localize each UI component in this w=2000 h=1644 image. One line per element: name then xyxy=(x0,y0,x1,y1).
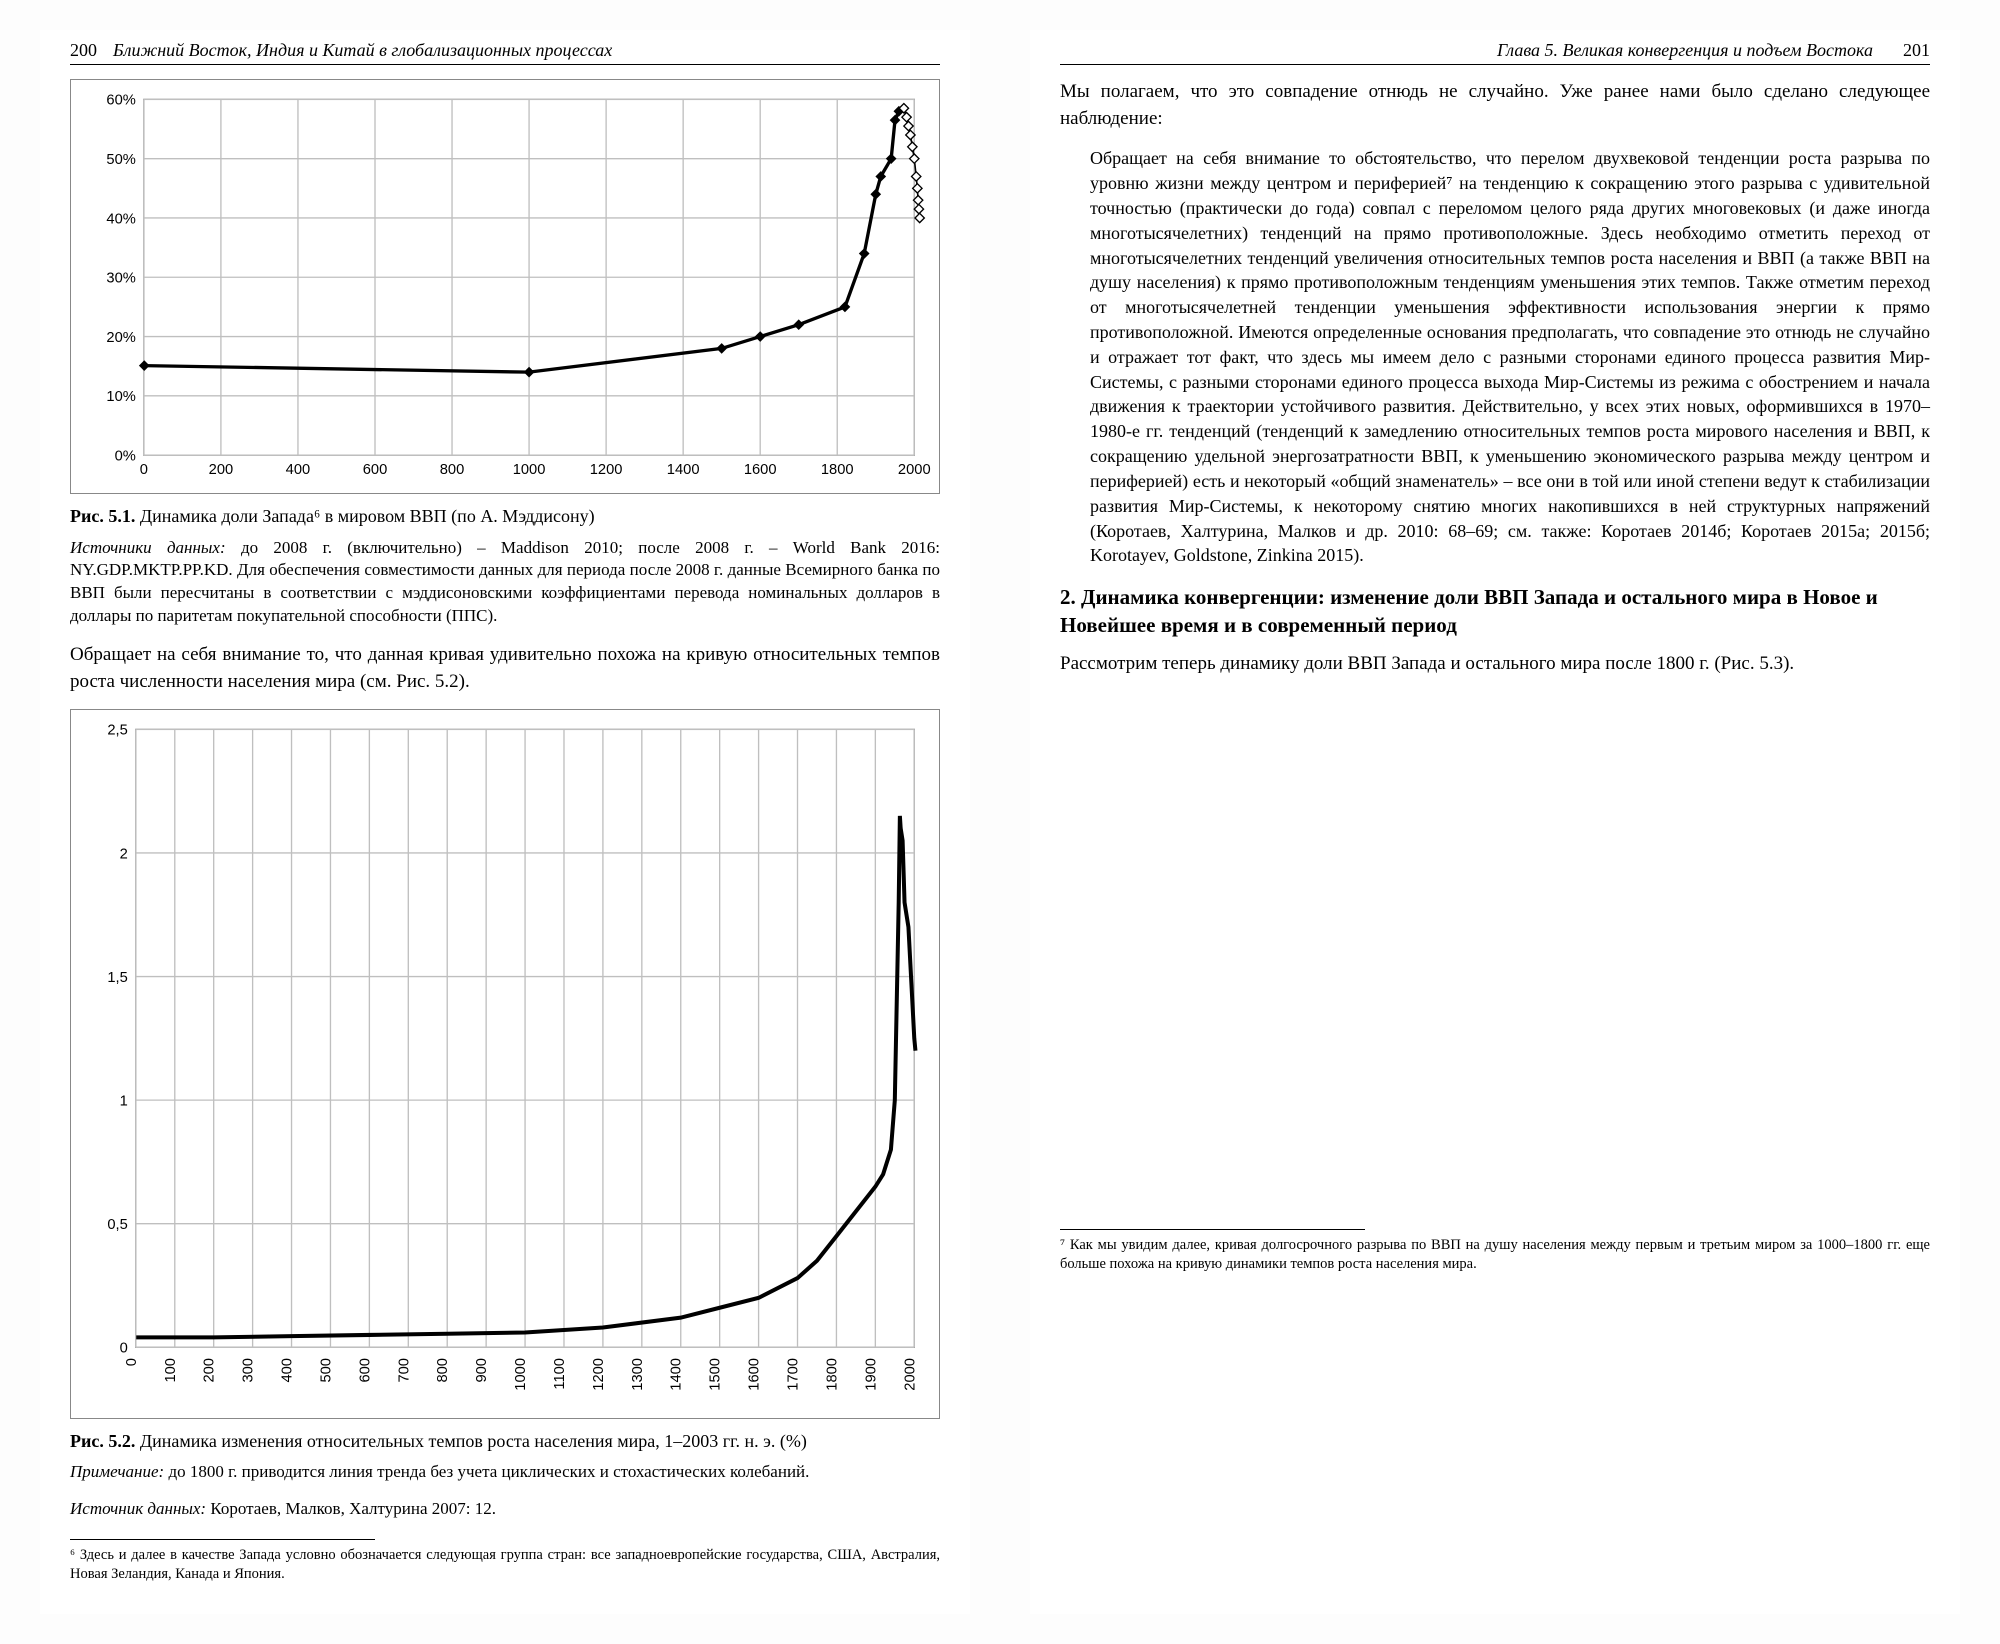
svg-text:2000: 2000 xyxy=(898,462,931,478)
svg-text:50%: 50% xyxy=(106,152,135,168)
svg-text:800: 800 xyxy=(435,1358,451,1383)
svg-text:400: 400 xyxy=(286,462,311,478)
svg-text:1600: 1600 xyxy=(744,462,777,478)
svg-text:200: 200 xyxy=(202,1358,218,1383)
figure-5-1-caption: Рис. 5.1. Динамика доли Запада⁶ в мирово… xyxy=(70,504,940,528)
svg-text:20%: 20% xyxy=(106,330,135,346)
running-head-left: 200 Ближний Восток, Индия и Китай в глоб… xyxy=(70,40,940,65)
svg-text:1400: 1400 xyxy=(667,462,700,478)
right-para-2: Рассмотрим теперь динамику доли ВВП Запа… xyxy=(1060,651,1930,678)
svg-text:400: 400 xyxy=(280,1358,296,1383)
footnote-7: ⁷ Как мы увидим далее, кривая долгосрочн… xyxy=(1060,1236,1930,1274)
svg-text:0,5: 0,5 xyxy=(107,1218,127,1234)
page-number-left: 200 xyxy=(70,40,97,61)
footnote-6: ⁶ Здесь и далее в качестве Запада условн… xyxy=(70,1546,940,1584)
svg-text:1800: 1800 xyxy=(821,462,854,478)
svg-text:300: 300 xyxy=(241,1358,257,1383)
figure-5-2-chart: 0 0,5 1 1,5 2 2,5 0 100 200 300 400 500 600 700 800 900… xyxy=(70,709,940,1419)
svg-text:60%: 60% xyxy=(106,93,135,109)
svg-text:2,5: 2,5 xyxy=(107,723,127,739)
svg-text:0: 0 xyxy=(120,1341,128,1357)
footnote-rule-left xyxy=(70,1539,375,1540)
svg-text:800: 800 xyxy=(440,462,465,478)
svg-text:100: 100 xyxy=(163,1358,179,1383)
running-head-title-right: Глава 5. Великая конвергенция и подъем В… xyxy=(1497,40,1873,61)
right-para-1: Мы полагаем, что это совпадение отнюдь н… xyxy=(1060,79,1930,132)
page-left: 200 Ближний Восток, Индия и Китай в глоб… xyxy=(40,30,970,1614)
svg-text:2000: 2000 xyxy=(902,1358,918,1391)
svg-text:2: 2 xyxy=(120,847,128,863)
running-head-right: Глава 5. Великая конвергенция и подъем В… xyxy=(1060,40,1930,65)
svg-text:1,5: 1,5 xyxy=(107,970,127,986)
left-para-1: Обращает на себя внимание то, что данная… xyxy=(70,642,940,695)
svg-text:1000: 1000 xyxy=(513,1358,529,1391)
block-quote: Обращает на себя внимание то обстоятельс… xyxy=(1090,146,1930,568)
fig52-label: Рис. 5.2. xyxy=(70,1431,135,1451)
svg-text:10%: 10% xyxy=(106,389,135,405)
footnote-rule-right xyxy=(1060,1229,1365,1230)
svg-text:30%: 30% xyxy=(106,271,135,287)
page-number-right: 201 xyxy=(1903,40,1930,61)
svg-text:1100: 1100 xyxy=(552,1358,568,1390)
svg-text:1200: 1200 xyxy=(590,462,623,478)
svg-text:200: 200 xyxy=(209,462,234,478)
svg-text:1600: 1600 xyxy=(747,1358,763,1391)
figure-5-2-caption: Рис. 5.2. Динамика изменения относительн… xyxy=(70,1429,940,1453)
spacer xyxy=(1060,691,1930,1211)
svg-text:1500: 1500 xyxy=(708,1358,724,1391)
figure-5-1-source: Источники данных: до 2008 г. (включитель… xyxy=(70,537,940,629)
fig51-title: Динамика доли Запада⁶ в мировом ВВП (по … xyxy=(140,506,595,526)
fig51-source-label: Источники данных: xyxy=(70,538,226,557)
svg-text:1400: 1400 xyxy=(669,1358,685,1391)
figure-5-1-chart: 0% 10% 20% 30% 40% 50% 60% 0 200 400 600 800 1000 120… xyxy=(70,79,940,494)
svg-text:600: 600 xyxy=(363,462,388,478)
svg-text:1000: 1000 xyxy=(513,462,546,478)
svg-text:1300: 1300 xyxy=(630,1358,646,1391)
svg-text:0%: 0% xyxy=(115,449,136,465)
svg-text:1: 1 xyxy=(120,1094,128,1110)
svg-text:700: 700 xyxy=(396,1358,412,1383)
running-head-title-left: Ближний Восток, Индия и Китай в глобализ… xyxy=(113,40,612,61)
fig52-source-text: Коротаев, Малков, Халтурина 2007: 12. xyxy=(210,1499,496,1518)
svg-text:1200: 1200 xyxy=(591,1358,607,1391)
fig51-label: Рис. 5.1. xyxy=(70,506,135,526)
svg-text:900: 900 xyxy=(474,1358,490,1383)
fig52-title: Динамика изменения относительных темпов … xyxy=(140,1431,807,1451)
svg-text:1700: 1700 xyxy=(786,1358,802,1391)
fig52-note-text: до 1800 г. приводится линия тренда без у… xyxy=(168,1462,809,1481)
svg-text:40%: 40% xyxy=(106,211,135,227)
fig52-note-label: Примечание: xyxy=(70,1462,164,1481)
section-heading-2: 2. Динамика конвергенции: изменение доли… xyxy=(1060,584,1930,639)
figure-5-2-source: Источник данных: Коротаев, Малков, Халту… xyxy=(70,1498,940,1521)
svg-text:1900: 1900 xyxy=(863,1358,879,1391)
page-right: Глава 5. Великая конвергенция и подъем В… xyxy=(1030,30,1960,1614)
figure-5-2-note: Примечание: до 1800 г. приводится линия … xyxy=(70,1461,940,1484)
svg-text:1800: 1800 xyxy=(824,1358,840,1391)
page-spread: 200 Ближний Восток, Индия и Китай в глоб… xyxy=(40,30,1960,1614)
svg-text:500: 500 xyxy=(318,1358,334,1383)
svg-text:0: 0 xyxy=(140,462,148,478)
svg-text:0: 0 xyxy=(124,1358,140,1366)
svg-text:600: 600 xyxy=(357,1358,373,1383)
fig52-source-label: Источник данных: xyxy=(70,1499,206,1518)
